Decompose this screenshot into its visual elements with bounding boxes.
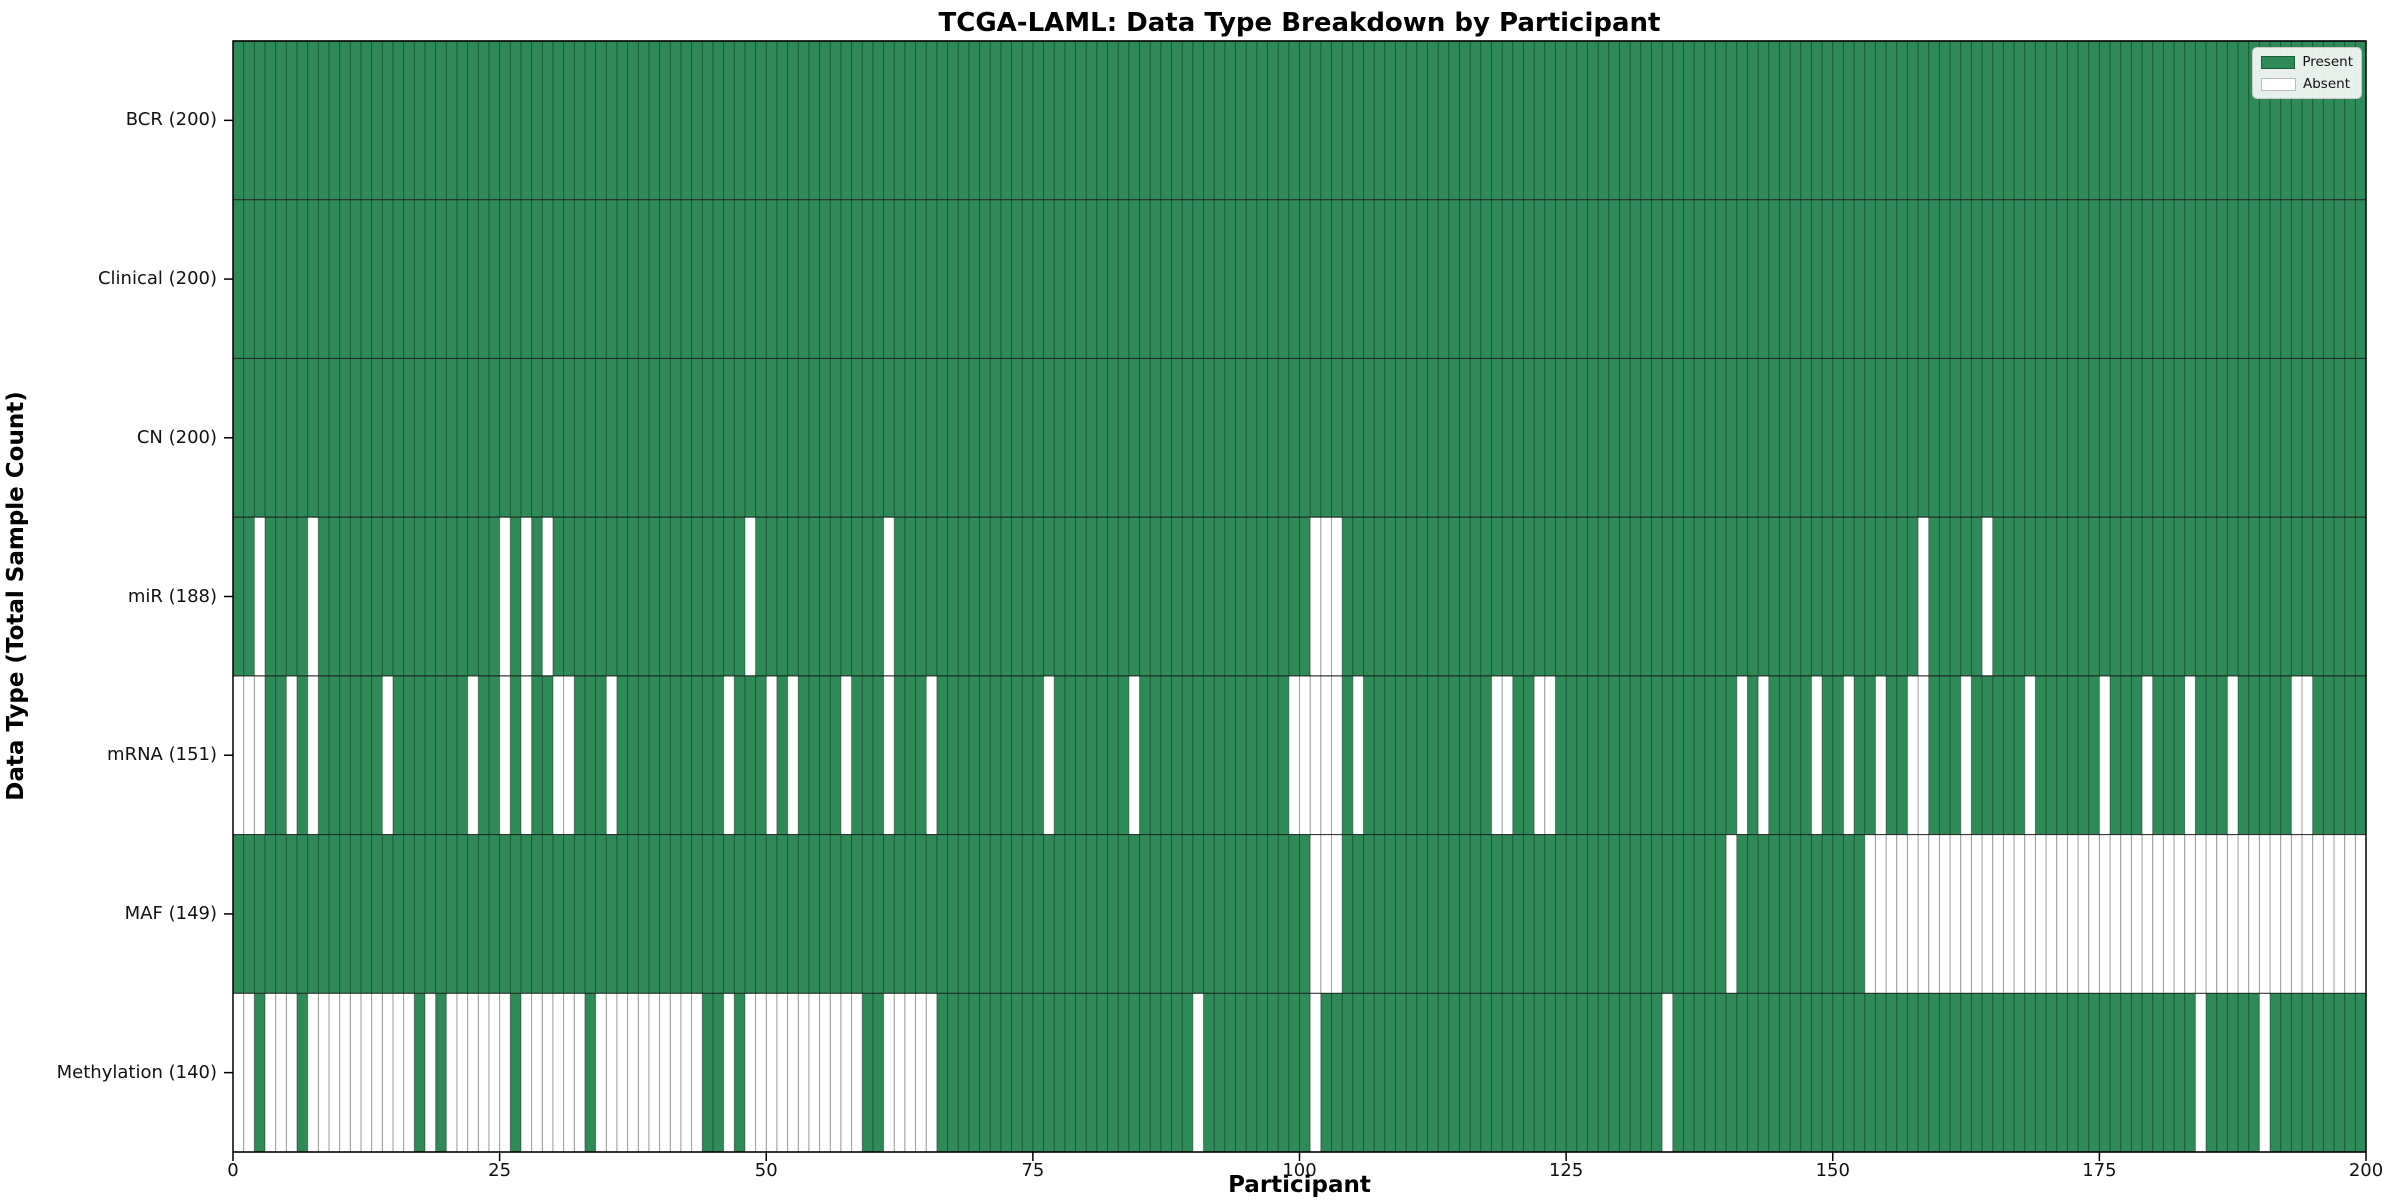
row-label: MAF (149) [124, 902, 217, 924]
legend-label-present: Present [2302, 54, 2353, 70]
x-tick-label: 100 [1282, 1160, 1317, 1181]
x-tick-label: 150 [1815, 1160, 1850, 1181]
row-label: Methylation (140) [56, 1061, 217, 1083]
x-tick-label: 125 [1548, 1160, 1584, 1181]
x-tick-label: 0 [227, 1160, 239, 1181]
legend-entry-present: Present [2261, 54, 2353, 70]
x-tick-label: 175 [2082, 1160, 2117, 1181]
x-tick-label: 75 [1021, 1160, 1045, 1181]
legend-label-absent: Absent [2303, 76, 2350, 92]
row-label: miR (188) [127, 585, 217, 607]
row-label: Clinical (200) [97, 268, 217, 290]
chart-title: TCGA-LAML: Data Type Breakdown by Partic… [938, 8, 1661, 38]
row-label: mRNA (151) [107, 744, 217, 766]
present-swatch-icon [2261, 55, 2296, 69]
absent-swatch-icon [2261, 77, 2296, 91]
x-tick-label: 200 [2348, 1160, 2384, 1181]
x-axis-label: Participant [1228, 1172, 1371, 1198]
row-label: CN (200) [136, 426, 217, 448]
row-label: BCR (200) [125, 109, 217, 131]
legend-entry-absent: Absent [2261, 76, 2353, 92]
x-tick-label: 50 [754, 1160, 778, 1181]
legend: Present Absent [2252, 47, 2362, 99]
x-tick-label: 25 [488, 1160, 512, 1181]
